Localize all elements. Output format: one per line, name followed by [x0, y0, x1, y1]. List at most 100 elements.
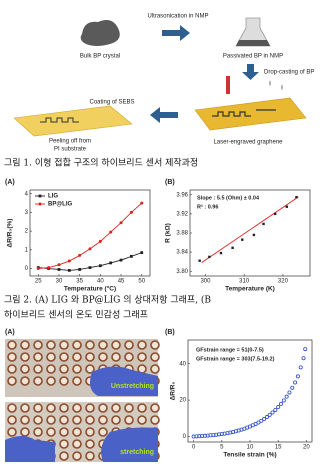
x-tick-label: 300 — [200, 279, 211, 285]
electrode — [124, 352, 134, 362]
electrode — [46, 403, 56, 413]
electrode — [46, 340, 56, 350]
electrode — [85, 427, 95, 437]
electrode — [72, 376, 82, 386]
electrode — [7, 340, 17, 350]
electrode — [33, 352, 43, 362]
x-tick-label: 0 — [192, 445, 196, 451]
marker — [140, 251, 144, 255]
electrode — [20, 364, 30, 374]
y-axis-label: ΔR/R₀ — [170, 382, 177, 401]
electrode — [137, 340, 147, 350]
point — [259, 418, 264, 423]
electrode — [111, 415, 121, 425]
y-tick-label: 3.92 — [176, 211, 188, 217]
glove — [90, 366, 158, 396]
plot-frame — [187, 339, 313, 443]
electrode — [59, 403, 69, 413]
electrode — [137, 415, 147, 425]
label: Bulk BP crystal — [80, 54, 120, 60]
x-tick-label: 320 — [278, 279, 289, 285]
graphene-pattern — [212, 109, 276, 117]
point — [273, 407, 278, 412]
x-tick-label: 45 — [118, 279, 125, 285]
legend-marker — [38, 202, 42, 206]
electrode — [7, 352, 17, 362]
point — [231, 246, 234, 250]
electrode — [59, 376, 69, 386]
y-tick-label: 2 — [25, 229, 29, 235]
electrode — [72, 439, 82, 449]
point — [287, 390, 292, 395]
marker — [36, 267, 40, 271]
electrode — [33, 427, 43, 437]
electrode — [7, 403, 17, 413]
chart: 0 5 10 15 20 0 20 40 Tensile strain (%) ΔR/R₀ GFst… — [170, 339, 313, 459]
point — [262, 222, 265, 226]
x-axis-label: Temperature (°C) — [64, 285, 116, 293]
electrode — [124, 415, 134, 425]
x-axis-label: Temperature (K) — [225, 286, 275, 293]
electrode — [98, 415, 108, 425]
electrode — [137, 352, 147, 362]
label: Drop-casting of BP — [264, 70, 314, 76]
point — [198, 259, 201, 262]
pi-substrate — [194, 97, 307, 131]
electrode — [85, 352, 95, 362]
point — [303, 347, 308, 352]
electrode — [46, 352, 56, 362]
electrode — [33, 403, 43, 413]
annotation: Slope : 5.5 (Ohm) ± 0.04 — [197, 195, 260, 201]
electrode — [20, 352, 30, 362]
marker — [109, 230, 113, 234]
annotation: R² : 0.96 — [197, 203, 218, 210]
electrode — [150, 415, 160, 425]
panel-label: (A) — [5, 329, 15, 336]
point — [208, 255, 211, 259]
point — [284, 394, 289, 399]
caption: 그림 1. 이형 접합 구조의 하이브리드 센서 제작과정 — [4, 157, 198, 169]
y-tick-label: 1 — [25, 247, 29, 253]
x-tick-label: 310 — [239, 279, 250, 285]
y-axis-label: ΔR/R₀(%) — [7, 219, 14, 248]
label: Ultrasonication in NMP — [147, 14, 208, 20]
point — [298, 365, 303, 370]
y-tick-label: 20 — [179, 398, 186, 404]
glove — [5, 436, 55, 462]
electrode — [72, 364, 82, 374]
nozzle — [226, 76, 230, 94]
marker — [140, 201, 144, 205]
electrode — [85, 439, 95, 449]
electrode — [72, 403, 82, 413]
electrode — [46, 376, 56, 386]
bp-crystal — [80, 20, 120, 46]
point — [252, 233, 256, 237]
y-tick-label: 0 — [183, 434, 187, 440]
electrode — [59, 439, 69, 449]
y-tick-label: 4 — [25, 191, 29, 197]
point — [262, 417, 267, 422]
plot-frame — [29, 189, 151, 277]
marker — [119, 221, 123, 225]
marker — [129, 254, 133, 258]
x-tick-label: 30 — [56, 279, 63, 285]
point — [267, 412, 272, 417]
point — [276, 405, 281, 410]
electrode — [98, 427, 108, 437]
electrode — [33, 376, 43, 386]
point — [264, 415, 269, 420]
arrow — [242, 64, 259, 80]
y-tick-label: 3.96 — [176, 192, 188, 198]
electrode — [7, 427, 17, 437]
panel-label: (A) — [5, 179, 15, 186]
arrow — [162, 25, 190, 41]
electrode — [33, 415, 43, 425]
marker — [98, 239, 102, 243]
electrode — [72, 352, 82, 362]
electrode — [111, 403, 121, 413]
marker — [78, 253, 82, 257]
electrode — [85, 364, 95, 374]
caption: 하이브리드 센서의 온도 민감성 그래프 — [4, 309, 148, 321]
label: Passivated BP in NMP — [223, 54, 283, 60]
point — [290, 385, 295, 390]
